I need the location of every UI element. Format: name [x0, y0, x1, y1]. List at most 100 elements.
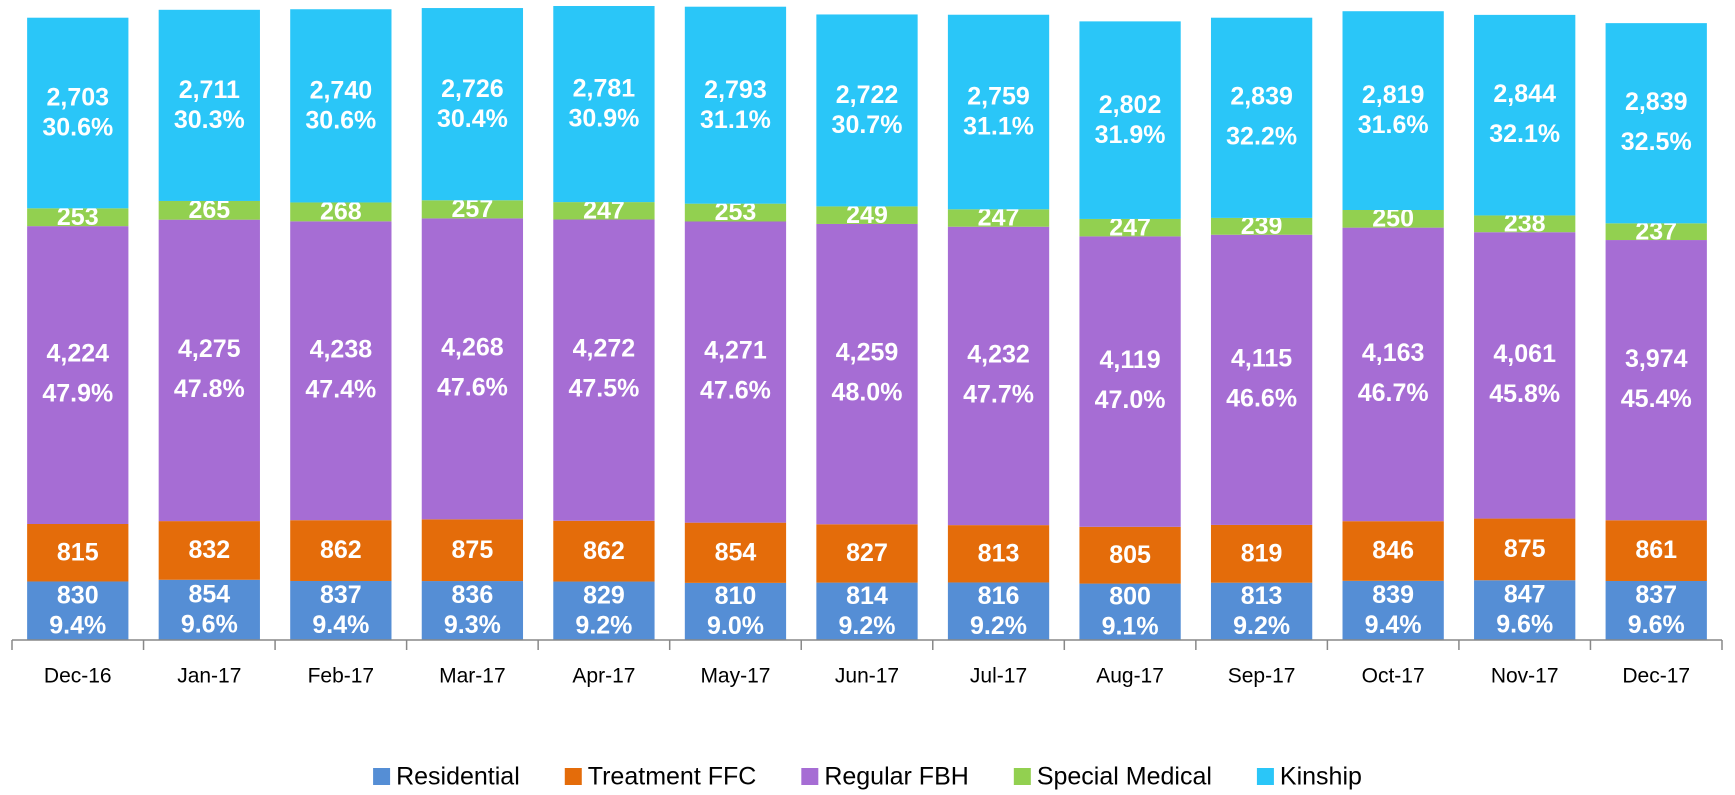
legend-label: Regular FBH — [824, 763, 969, 791]
value-label: 839 — [1372, 581, 1414, 609]
bar-segment — [1605, 240, 1707, 521]
value-label: 3,974 — [1625, 345, 1688, 373]
percent-label: 9.6% — [1496, 611, 1553, 639]
percent-label: 47.4% — [305, 375, 376, 403]
percent-label: 30.6% — [42, 114, 113, 142]
bar-segment — [1342, 209, 1444, 228]
bar-segment — [947, 525, 1050, 583]
bar-segment — [684, 582, 787, 640]
percent-label: 9.4% — [312, 611, 369, 639]
legend-swatch — [373, 768, 391, 785]
x-tick-label: Jan-17 — [177, 665, 241, 688]
bar-segment — [553, 202, 655, 220]
bar-segment — [421, 218, 524, 520]
value-label: 814 — [846, 582, 888, 610]
legend-label: Special Medical — [1037, 763, 1212, 791]
percent-label: 9.1% — [1102, 612, 1159, 640]
value-label: 2,740 — [310, 76, 373, 104]
legend-swatch — [801, 768, 819, 785]
value-label: 800 — [1109, 582, 1151, 610]
bar-segment — [816, 14, 918, 207]
legend-label: Treatment FFC — [588, 763, 757, 791]
percent-label: 31.9% — [1095, 121, 1166, 149]
value-label: 847 — [1504, 581, 1546, 609]
percent-label: 46.6% — [1226, 384, 1297, 412]
percent-label: 47.5% — [568, 375, 639, 403]
x-tick-label: Jun-17 — [835, 665, 899, 688]
value-label: 854 — [715, 538, 757, 566]
x-tick-label: Dec-16 — [44, 665, 112, 688]
bar-segment — [27, 226, 129, 525]
value-label: 4,275 — [178, 335, 241, 363]
value-label: 2,759 — [967, 83, 1030, 111]
bar-segment — [421, 200, 524, 219]
percent-label: 9.3% — [444, 611, 501, 639]
bar-segment — [684, 221, 787, 523]
bar-segment — [421, 8, 524, 201]
percent-label: 47.6% — [700, 377, 771, 405]
bar-segment — [27, 17, 129, 209]
value-label: 829 — [583, 581, 625, 609]
percent-label: 47.6% — [437, 373, 508, 401]
bar-segment — [1605, 520, 1707, 581]
legend-label: Kinship — [1280, 763, 1362, 791]
value-label: 813 — [978, 539, 1020, 567]
x-tick-label: Nov-17 — [1491, 665, 1559, 688]
percent-label: 30.6% — [305, 106, 376, 134]
percent-label: 32.5% — [1621, 128, 1692, 156]
bar-segment — [553, 581, 655, 640]
value-label: 854 — [188, 580, 230, 608]
percent-label: 9.6% — [181, 610, 238, 638]
value-label: 2,802 — [1099, 91, 1162, 119]
bar-segment — [816, 524, 918, 583]
x-tick-label: Mar-17 — [439, 665, 506, 688]
percent-label: 31.6% — [1358, 111, 1429, 139]
bar-segment — [1605, 23, 1707, 224]
value-label: 836 — [452, 581, 494, 609]
x-tick-label: Dec-17 — [1622, 665, 1690, 688]
value-label: 4,061 — [1493, 340, 1556, 368]
bar-segment — [1474, 580, 1576, 640]
bar-segment — [684, 522, 787, 583]
value-label: 4,119 — [1099, 346, 1160, 374]
value-label: 815 — [57, 538, 99, 566]
bar-segment — [158, 579, 260, 640]
bar-segment — [158, 219, 260, 522]
percent-label: 45.4% — [1621, 385, 1692, 413]
value-label: 837 — [1635, 581, 1677, 609]
bar-segment — [27, 208, 129, 227]
bar-segment — [290, 580, 392, 640]
percent-label: 45.8% — [1489, 380, 1560, 408]
x-tick-label: Apr-17 — [572, 665, 635, 688]
bar-segment — [1079, 218, 1181, 237]
value-label: 4,271 — [704, 337, 767, 365]
percent-label: 48.0% — [832, 379, 903, 407]
value-label: 810 — [715, 582, 757, 610]
value-label: 2,703 — [46, 84, 109, 112]
percent-label: 47.9% — [42, 380, 113, 408]
value-label: 4,163 — [1362, 339, 1425, 367]
bar-segment — [816, 582, 918, 640]
bar-segment — [1079, 583, 1181, 640]
bar-segment — [1210, 582, 1313, 640]
bar-segment — [1079, 526, 1181, 584]
bar-segment — [1474, 518, 1576, 581]
x-tick-label: Feb-17 — [308, 665, 375, 688]
legend-swatch — [564, 768, 582, 785]
bar-segment — [290, 520, 392, 581]
bar-segment — [421, 581, 524, 640]
value-label: 4,268 — [441, 333, 504, 361]
percent-label: 47.0% — [1095, 386, 1166, 414]
bar-segment — [1474, 14, 1576, 216]
percent-label: 47.7% — [963, 381, 1034, 409]
value-label: 2,844 — [1493, 80, 1556, 108]
value-label: 861 — [1635, 536, 1677, 564]
value-label: 2,839 — [1625, 88, 1688, 116]
percent-label: 30.3% — [174, 106, 245, 134]
value-label: 2,726 — [441, 75, 504, 103]
value-label: 846 — [1372, 537, 1414, 565]
bar-segment — [1210, 217, 1313, 235]
bar-segment — [1210, 234, 1313, 525]
bar-segment — [553, 520, 655, 582]
